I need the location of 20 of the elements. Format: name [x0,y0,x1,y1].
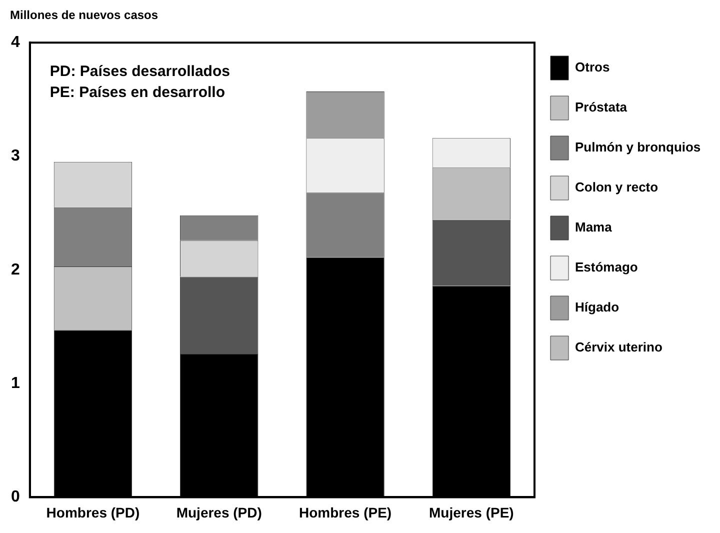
annotation: PE: Países en desarrollo [50,84,225,102]
annotation: PD: Países desarrollados [50,63,230,80]
y-axis-title: Millones de nuevos casos [10,8,158,22]
legend-label: Cérvix uterino [575,340,662,355]
x-tick-label: Hombres (PE) [298,504,392,520]
legend-label: Mama [575,220,613,235]
x-tick-label: Mujeres (PE) [429,504,514,520]
y-tick-label: 0 [10,488,20,506]
legend-label: Hígado [575,300,620,315]
legend-label: Próstata [575,100,628,115]
x-tick-label: Mujeres (PD) [176,504,262,520]
y-tick-label: 2 [10,261,20,278]
legend-label: Pulmón y bronquios [575,140,701,155]
legend-label: Colon y recto [575,180,658,195]
y-tick-label: 4 [10,34,20,52]
y-tick-label: 3 [10,148,20,165]
legend-label: Estómago [575,260,638,275]
x-tick-label: Hombres (PD) [46,504,140,520]
legend-label: Otros [575,60,610,75]
y-tick-label: 1 [10,374,20,392]
